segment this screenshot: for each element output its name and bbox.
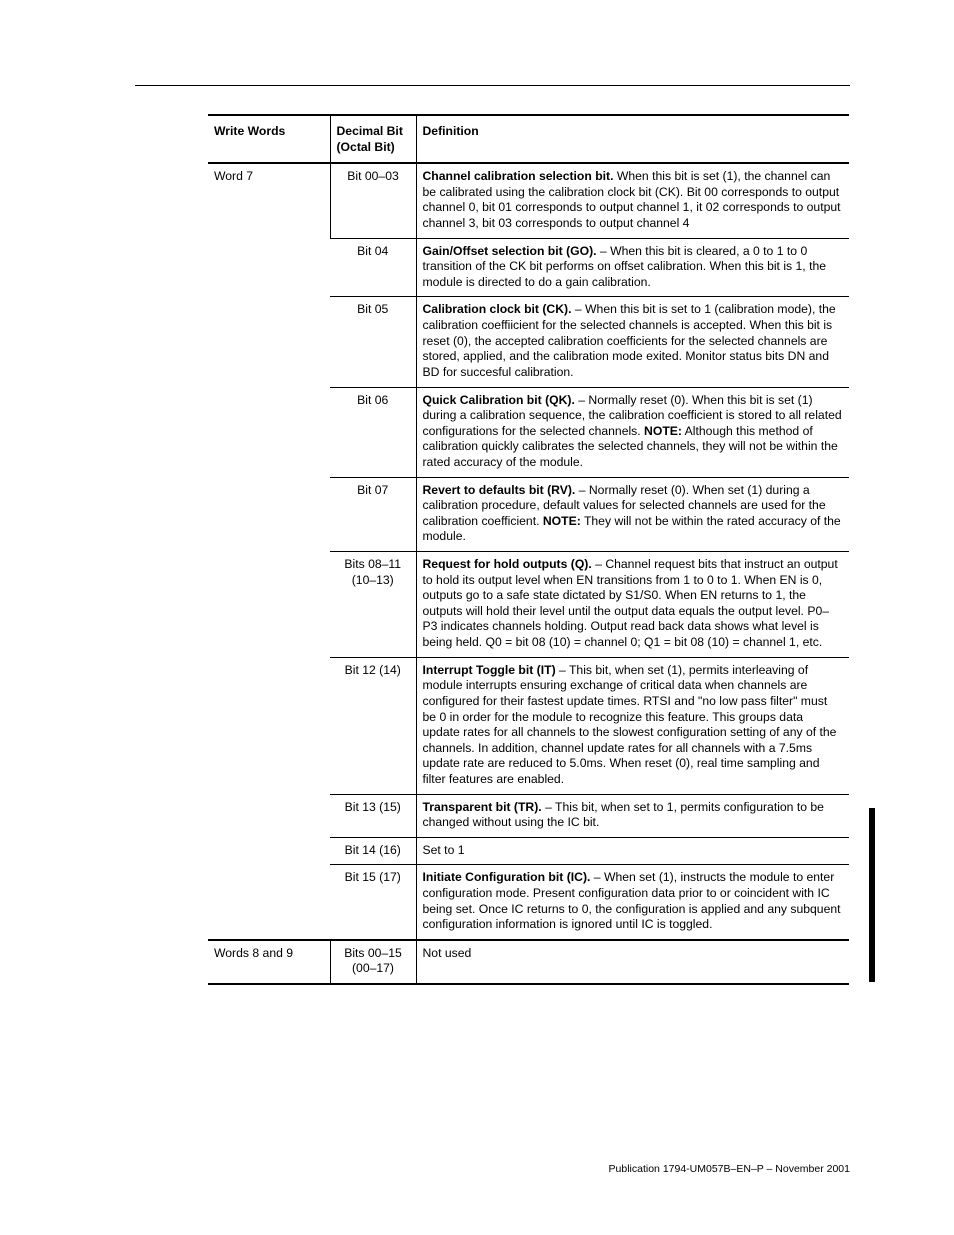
cell-bit: Bits 08–11 (10–13) bbox=[330, 552, 416, 658]
cell-definition: Interrupt Toggle bit (IT) – This bit, wh… bbox=[416, 657, 849, 794]
cell-definition: Initiate Configuration bit (IC). – When … bbox=[416, 865, 849, 940]
cell-bit: Bit 00–03 bbox=[330, 163, 416, 238]
def-bold: Transparent bit (TR). bbox=[423, 800, 542, 814]
def-bold: Channel calibration selection bit. bbox=[423, 169, 614, 183]
def-bold: Gain/Offset selection bit (GO). bbox=[423, 244, 597, 258]
def-bold: Interrupt Toggle bit (IT) bbox=[423, 663, 556, 677]
table-row: Word 7 Bit 00–03 Channel calibration sel… bbox=[208, 163, 849, 238]
def-bold2: NOTE: bbox=[543, 514, 581, 528]
def-bold: Quick Calibration bit (QK). bbox=[423, 393, 575, 407]
side-tab bbox=[869, 808, 875, 982]
table-row: Words 8 and 9 Bits 00–15 (00–17) Not use… bbox=[208, 940, 849, 984]
cell-bit: Bit 15 (17) bbox=[330, 865, 416, 940]
cell-write-words: Words 8 and 9 bbox=[208, 940, 330, 984]
page: Write Words Decimal Bit (Octal Bit) Defi… bbox=[0, 0, 954, 1235]
cell-definition: Transparent bit (TR). – This bit, when s… bbox=[416, 794, 849, 837]
bit-definition-table: Write Words Decimal Bit (Octal Bit) Defi… bbox=[208, 114, 849, 985]
table-header-row: Write Words Decimal Bit (Octal Bit) Defi… bbox=[208, 115, 849, 163]
def-bold2: NOTE: bbox=[644, 424, 682, 438]
cell-bit: Bit 14 (16) bbox=[330, 837, 416, 865]
def-rest: – This bit, when set (1), permits interl… bbox=[423, 663, 837, 786]
cell-bit: Bits 00–15 (00–17) bbox=[330, 940, 416, 984]
def-bold: Calibration clock bit (CK). bbox=[423, 302, 572, 316]
cell-bit: Bit 04 bbox=[330, 238, 416, 297]
footer-publication: Publication 1794-UM057B–EN–P – November … bbox=[609, 1163, 850, 1175]
col-header-definition: Definition bbox=[416, 115, 849, 163]
cell-bit: Bit 13 (15) bbox=[330, 794, 416, 837]
cell-bit: Bit 12 (14) bbox=[330, 657, 416, 794]
top-rule bbox=[135, 85, 850, 86]
cell-bit: Bit 06 bbox=[330, 387, 416, 477]
cell-definition: Channel calibration selection bit. When … bbox=[416, 163, 849, 238]
cell-definition: Quick Calibration bit (QK). – Normally r… bbox=[416, 387, 849, 477]
def-bold: Initiate Configuration bit (IC). bbox=[423, 870, 591, 884]
cell-bit: Bit 07 bbox=[330, 477, 416, 551]
def-bold: Revert to defaults bit (RV). bbox=[423, 483, 576, 497]
cell-definition: Revert to defaults bit (RV). – Normally … bbox=[416, 477, 849, 551]
cell-definition: Not used bbox=[416, 940, 849, 984]
cell-definition: Calibration clock bit (CK). – When this … bbox=[416, 297, 849, 387]
cell-write-words: Word 7 bbox=[208, 163, 330, 940]
def-bold: Request for hold outputs (Q). bbox=[423, 557, 592, 571]
cell-definition: Gain/Offset selection bit (GO). – When t… bbox=[416, 238, 849, 297]
col-header-decimal-bit: Decimal Bit (Octal Bit) bbox=[330, 115, 416, 163]
cell-definition: Set to 1 bbox=[416, 837, 849, 865]
cell-bit: Bit 05 bbox=[330, 297, 416, 387]
cell-definition: Request for hold outputs (Q). – Channel … bbox=[416, 552, 849, 658]
col-header-write-words: Write Words bbox=[208, 115, 330, 163]
